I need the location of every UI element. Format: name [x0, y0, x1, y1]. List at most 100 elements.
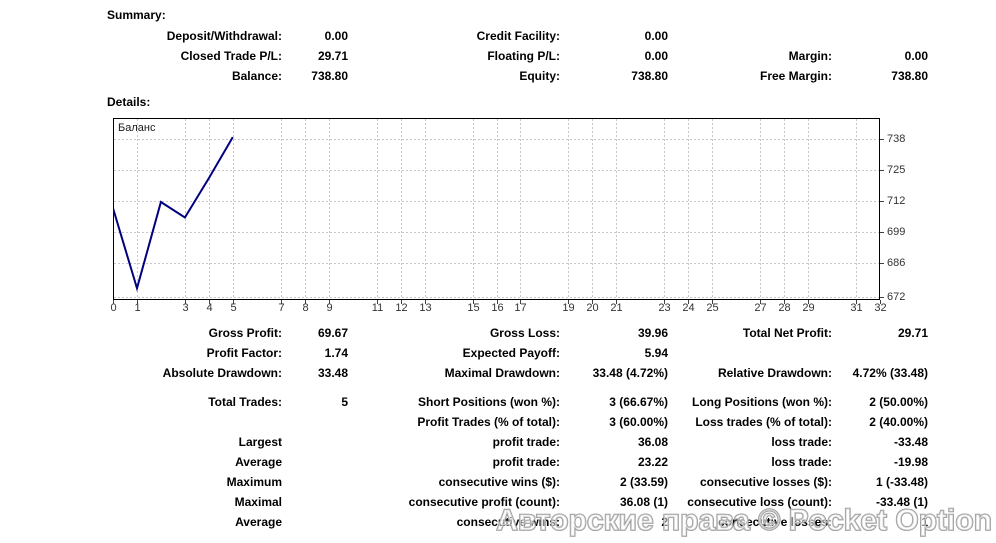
stat-label — [668, 343, 832, 363]
stat-label: Equity: — [519, 69, 560, 83]
watermark: Авторские права © Pocket Option — [492, 500, 992, 543]
details-heading: Details: — [107, 95, 151, 109]
stat-label: Average — [235, 515, 282, 529]
y-axis-tick-label: 738 — [887, 132, 906, 145]
stat-label — [668, 26, 832, 46]
stat-label: Relative Drawdown: — [717, 366, 832, 380]
stat-value: 23.22 — [637, 455, 668, 469]
stat-label: Floating P/L: — [487, 49, 560, 63]
stat-value: 0.00 — [644, 49, 668, 63]
x-axis-tick-label: 4 — [206, 302, 213, 314]
x-axis-tick-label: 12 — [395, 302, 408, 314]
stat-label: consecutive losses ($): — [699, 475, 832, 489]
x-axis-tick-label: 11 — [371, 302, 384, 314]
stat-value: 2 — [661, 515, 668, 529]
stat-value: 36.08 — [637, 435, 668, 449]
stat-value — [282, 412, 348, 432]
stat-label: Margin: — [788, 49, 832, 63]
x-axis-tick-label: 16 — [491, 302, 504, 314]
stat-label: consecutive profit (count): — [408, 495, 560, 509]
table-row: Maximal consecutive profit (count): 36.08 … — [0, 492, 996, 512]
stat-value: 738.80 — [631, 69, 668, 83]
stat-value: 738.80 — [891, 69, 928, 83]
x-axis-tick-label: 5 — [230, 302, 237, 314]
stat-label: Closed Trade P/L: — [180, 49, 282, 63]
stat-label: Total Net Profit: — [742, 326, 832, 340]
stat-value: 2 (40.00%) — [869, 415, 928, 429]
stat-label: Credit Facility: — [476, 29, 560, 43]
table-row: Total Trades: 5 Short Positions (won %): 3 … — [0, 392, 996, 412]
x-axis-tick-label: 13 — [419, 302, 432, 314]
stat-label: Expected Payoff: — [462, 346, 560, 360]
row-gap — [0, 383, 996, 392]
stat-value: 0.00 — [904, 49, 928, 63]
x-axis-tick-label: 27 — [754, 302, 767, 314]
x-axis-tick-label: 23 — [658, 302, 671, 314]
stat-value — [282, 452, 348, 472]
chart-series-label: Баланс — [118, 122, 156, 134]
stat-label: Gross Loss: — [489, 326, 560, 340]
stat-label: consecutive wins ($): — [438, 475, 560, 489]
stat-value: 2 (50.00%) — [869, 395, 928, 409]
table-row: Maximum consecutive wins ($): 2 (33.59) con… — [0, 472, 996, 492]
stat-value: 4.72% (33.48) — [852, 366, 928, 380]
table-row: Profit Factor: 1.74 Expected Payoff: 5.94 — [0, 343, 996, 363]
stat-label: consecutive wins: — [456, 515, 560, 529]
table-row: Deposit/Withdrawal: 0.00 Credit Facility: 0… — [0, 26, 996, 46]
stat-value: 69.67 — [317, 326, 348, 340]
summary-table: Deposit/Withdrawal: 0.00 Credit Facility: 0… — [0, 26, 996, 86]
watermark-text: Авторские права © Pocket Option — [496, 504, 992, 537]
stat-value: 1 — [921, 515, 928, 529]
y-axis-tick-label: 699 — [887, 225, 906, 238]
details-table: Gross Profit: 69.67 Gross Loss: 39.96 Total … — [0, 323, 996, 532]
stat-value: -33.48 (1) — [875, 495, 928, 509]
x-axis-tick-label: 19 — [562, 302, 575, 314]
table-row: Absolute Drawdown: 33.48 Maximal Drawdown:… — [0, 363, 996, 383]
x-axis-tick-label: 24 — [682, 302, 695, 314]
stat-value: 3 (66.67%) — [609, 395, 668, 409]
stat-label: consecutive loss (count): — [687, 495, 832, 509]
x-axis-tick-label: 20 — [586, 302, 599, 314]
x-axis-tick-label: 32 — [874, 302, 887, 314]
stat-label: Deposit/Withdrawal: — [166, 29, 282, 43]
table-row: Average consecutive wins: 2 consecutive los… — [0, 512, 996, 532]
stat-value: 29.71 — [317, 49, 348, 63]
stat-label: consecutive losses: — [717, 515, 832, 529]
stat-label: Average — [235, 455, 282, 469]
balance-chart-canvas — [112, 118, 884, 304]
stat-value — [282, 432, 348, 452]
stat-value — [282, 512, 348, 532]
x-axis-tick-label: 15 — [467, 302, 480, 314]
stat-value: 33.48 — [317, 366, 348, 380]
stat-label: profit trade: — [492, 435, 560, 449]
stat-label: Free Margin: — [759, 69, 832, 83]
x-axis-tick-label: 28 — [778, 302, 791, 314]
stat-label — [0, 412, 282, 432]
stat-value: 39.96 — [637, 326, 668, 340]
stat-value: 36.08 (1) — [619, 495, 668, 509]
stat-value: 0.00 — [644, 29, 668, 43]
table-row: Balance: 738.80 Equity: 738.80 Free Margin: 7… — [0, 66, 996, 86]
stat-label: Long Positions (won %): — [692, 395, 832, 409]
stat-value — [832, 343, 928, 363]
stat-label: Profit Factor: — [206, 346, 282, 360]
y-axis-tick-label: 686 — [887, 256, 906, 269]
stat-label: Total Trades: — [208, 395, 282, 409]
stat-value — [832, 26, 928, 46]
stat-label: Maximal Drawdown: — [444, 366, 560, 380]
x-axis-tick-label: 8 — [302, 302, 309, 314]
x-axis-tick-label: 9 — [326, 302, 333, 314]
stat-value: 29.71 — [897, 326, 928, 340]
balance-chart — [112, 118, 885, 308]
x-axis-tick-label: 7 — [278, 302, 285, 314]
stat-label: Gross Profit: — [208, 326, 282, 340]
stat-label: Balance: — [231, 69, 282, 83]
stat-value — [282, 492, 348, 512]
stat-label: Maximum — [226, 475, 282, 489]
y-axis-tick-label: 725 — [887, 163, 906, 176]
stat-value — [282, 472, 348, 492]
table-row: Closed Trade P/L: 29.71 Floating P/L: 0.00 M… — [0, 46, 996, 66]
stat-value: 2 (33.59) — [619, 475, 668, 489]
stat-value: 1 (-33.48) — [875, 475, 928, 489]
